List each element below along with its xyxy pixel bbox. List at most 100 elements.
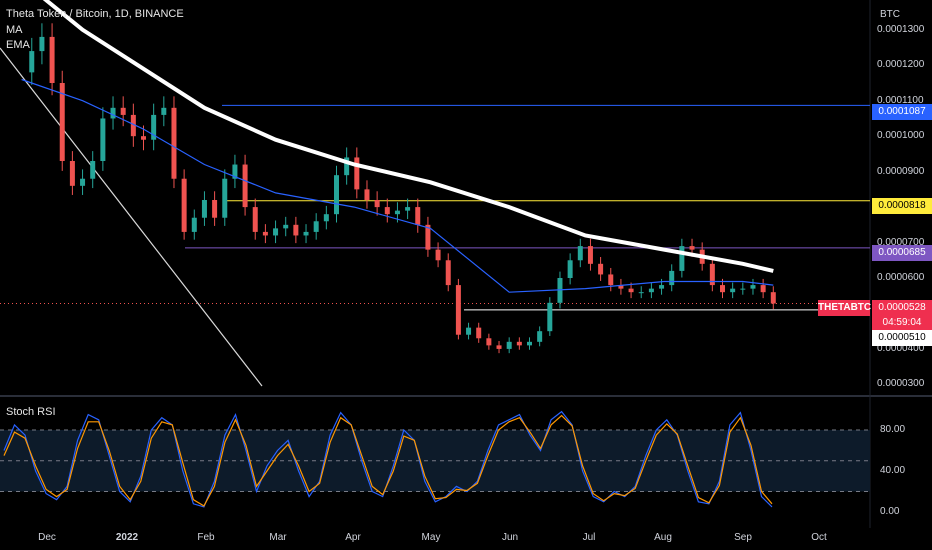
candle <box>466 327 472 335</box>
candle <box>648 288 654 293</box>
candle <box>476 327 482 339</box>
candle <box>577 246 583 261</box>
candle <box>750 285 756 289</box>
chart-title: Theta Token / Bitcoin, 1D, BINANCE <box>6 8 184 20</box>
trendline <box>0 47 263 387</box>
candle <box>232 164 238 179</box>
candle <box>120 107 126 115</box>
candle <box>506 341 512 349</box>
candle <box>435 249 441 261</box>
candle <box>141 136 146 140</box>
candle <box>405 207 411 211</box>
rsi-tick-label: 40.00 <box>880 465 906 476</box>
candle <box>273 228 279 236</box>
level-tag-1087[interactable]: 0.0001087 <box>872 104 932 120</box>
candle <box>770 292 776 304</box>
candle <box>394 210 400 215</box>
candle <box>638 292 644 294</box>
candle <box>201 200 207 218</box>
candle <box>151 114 157 140</box>
price-tick-label: 0.0001100 <box>877 94 924 106</box>
level-tag-510[interactable]: 0.0000510 <box>872 330 932 346</box>
price-tick-label: 0.0000900 <box>877 165 925 177</box>
price-axis-unit: BTC <box>880 9 900 20</box>
time-tick-label: Jul <box>582 532 596 543</box>
candle <box>740 288 746 290</box>
candle <box>303 231 309 236</box>
candle <box>547 302 553 332</box>
candle <box>130 114 136 137</box>
price-tick-label: 0.0001300 <box>877 23 925 35</box>
ma-line <box>42 0 774 273</box>
candle <box>252 207 258 232</box>
candle <box>161 107 167 115</box>
candle <box>679 246 685 271</box>
candle <box>455 285 461 335</box>
candle <box>110 107 116 119</box>
countdown-tag: 04:59:04 <box>872 315 932 331</box>
price-tick-label: 0.0001200 <box>877 59 925 71</box>
time-tick-label: Apr <box>345 532 361 543</box>
candle <box>212 200 218 218</box>
candle <box>384 207 390 215</box>
candle <box>374 200 380 208</box>
candle <box>222 178 228 218</box>
candle <box>618 285 624 289</box>
time-tick-label: Mar <box>269 532 287 543</box>
candle <box>364 189 370 200</box>
candle <box>59 83 65 161</box>
candle <box>608 274 614 286</box>
candle <box>516 341 522 346</box>
legend-ema[interactable]: EMA <box>6 39 30 51</box>
candle <box>323 214 329 222</box>
price-tick-label: 0.0000700 <box>877 236 925 248</box>
price-tick-label: 0.0000600 <box>877 272 925 283</box>
candle <box>181 178 187 232</box>
rsi-tick-label: 80.00 <box>880 424 906 435</box>
candle <box>242 164 248 208</box>
time-tick-label: May <box>421 532 441 543</box>
candle <box>628 288 634 293</box>
candle <box>730 288 736 293</box>
candle <box>80 178 86 186</box>
time-tick-label: Dec <box>38 532 56 543</box>
candle <box>760 285 766 293</box>
candle <box>313 221 319 232</box>
candle <box>171 107 177 179</box>
time-tick-label: Feb <box>197 532 215 543</box>
candle <box>39 36 45 52</box>
candle <box>49 36 55 83</box>
candle <box>669 270 675 286</box>
candle <box>537 331 543 342</box>
stoch-d-line <box>3 414 773 507</box>
candle <box>191 217 197 232</box>
candle <box>659 285 665 289</box>
price-tick-label: 0.0000300 <box>877 378 925 390</box>
candle <box>69 161 75 186</box>
candle <box>293 224 299 236</box>
last-price-tag[interactable]: 0.0000528 <box>872 300 932 316</box>
candle <box>720 285 725 293</box>
time-tick-label: Jun <box>501 532 519 543</box>
level-tag-818[interactable]: 0.0000818 <box>872 198 932 214</box>
symbol-tag: THETABTC <box>818 300 871 316</box>
candle <box>354 157 360 190</box>
legend-stoch-rsi[interactable]: Stoch RSI <box>6 406 56 418</box>
candle <box>486 338 492 346</box>
candle <box>587 246 593 264</box>
ema-line <box>21 78 774 293</box>
candle <box>415 207 421 225</box>
time-tick-label: Sep <box>734 532 752 543</box>
time-tick-label: Oct <box>811 532 827 543</box>
price-tick-label: 0.0000400 <box>877 342 925 354</box>
time-tick-label: 2022 <box>115 532 139 543</box>
level-tag-685[interactable]: 0.0000685 <box>872 245 932 261</box>
candle <box>90 161 96 179</box>
candle <box>496 345 502 349</box>
candle <box>29 51 35 73</box>
candle <box>557 278 563 303</box>
candle <box>283 224 289 229</box>
legend-ma[interactable]: MA <box>6 24 23 36</box>
candle <box>445 260 451 286</box>
